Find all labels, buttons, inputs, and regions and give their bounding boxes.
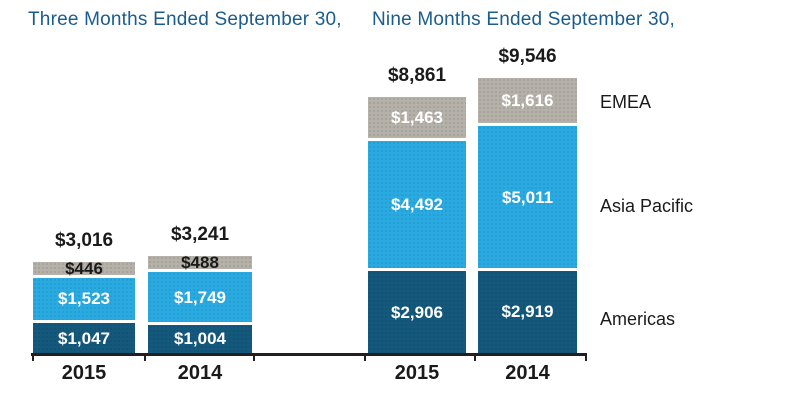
segment-value-label: $2,906 — [391, 302, 443, 322]
segment-value-label: $1,616 — [501, 91, 554, 111]
axis-tick — [143, 353, 146, 361]
segment-value-label: $4,492 — [391, 195, 443, 215]
bar-three-months-2014: $488 $1,749 $1,004 — [148, 252, 252, 354]
bar-total-label-nine-months-2015: $8,861 — [387, 65, 447, 87]
segment-emea-nine-months-2015: $1,463 — [368, 97, 466, 139]
segment-value-label: $1,463 — [391, 108, 443, 128]
segment-asia-pacific-nine-months-2015: $4,492 — [368, 141, 466, 269]
segment-americas-three-months-2014: $1,004 — [148, 324, 252, 354]
segment-value-label: $446 — [65, 258, 103, 278]
segment-americas-three-months-2015: $1,047 — [33, 323, 135, 353]
segment-value-label: $5,011 — [501, 187, 554, 207]
x-axis-label-three-months-2014: 2014 — [177, 362, 223, 384]
bar-three-months-2015: $446 $1,523 $1,047 — [33, 258, 135, 353]
legend-label-americas: Americas — [600, 309, 676, 329]
segment-asia-pacific-nine-months-2014: $5,011 — [478, 126, 577, 268]
axis-tick — [474, 353, 476, 361]
segment-emea-three-months-2014: $488 — [148, 252, 252, 272]
segment-value-label: $2,919 — [501, 302, 554, 322]
segment-americas-nine-months-2015: $2,906 — [368, 271, 466, 353]
segment-emea-nine-months-2014: $1,616 — [478, 77, 577, 124]
segment-value-label: $1,749 — [174, 287, 226, 307]
legend-label-emea: EMEA — [600, 92, 652, 112]
segment-value-label: $1,047 — [58, 328, 110, 348]
segment-asia-pacific-three-months-2014: $1,749 — [148, 272, 252, 322]
axis-tick — [584, 353, 587, 361]
x-axis-line — [31, 353, 586, 356]
bar-nine-months-2015: $1,463 $4,492 $2,906 — [368, 97, 466, 353]
axis-tick — [32, 353, 34, 361]
group-title-three-months: Three Months Ended September 30, — [28, 9, 342, 30]
group-title-nine-months: Nine Months Ended September 30, — [372, 9, 675, 30]
segment-emea-three-months-2015: $446 — [33, 258, 135, 278]
axis-tick — [253, 353, 255, 361]
segment-value-label: $1,004 — [174, 329, 226, 349]
x-axis-label-nine-months-2015: 2015 — [394, 362, 440, 384]
axis-tick — [363, 353, 366, 361]
bar-nine-months-2014: $1,616 $5,011 $2,919 — [478, 77, 577, 354]
segment-asia-pacific-three-months-2015: $1,523 — [33, 277, 135, 321]
bar-total-label-three-months-2014: $3,241 — [170, 223, 230, 245]
x-axis-label-nine-months-2014: 2014 — [505, 362, 550, 384]
segment-americas-nine-months-2014: $2,919 — [478, 270, 577, 354]
x-axis-label-three-months-2015: 2015 — [61, 362, 107, 384]
segment-value-label: $1,523 — [58, 289, 110, 309]
bar-total-label-three-months-2015: $3,016 — [54, 229, 114, 251]
legend-label-asia-pacific: Asia Pacific — [600, 196, 694, 216]
bar-total-label-nine-months-2014: $9,546 — [498, 45, 557, 67]
segment-value-label: $488 — [181, 252, 219, 272]
